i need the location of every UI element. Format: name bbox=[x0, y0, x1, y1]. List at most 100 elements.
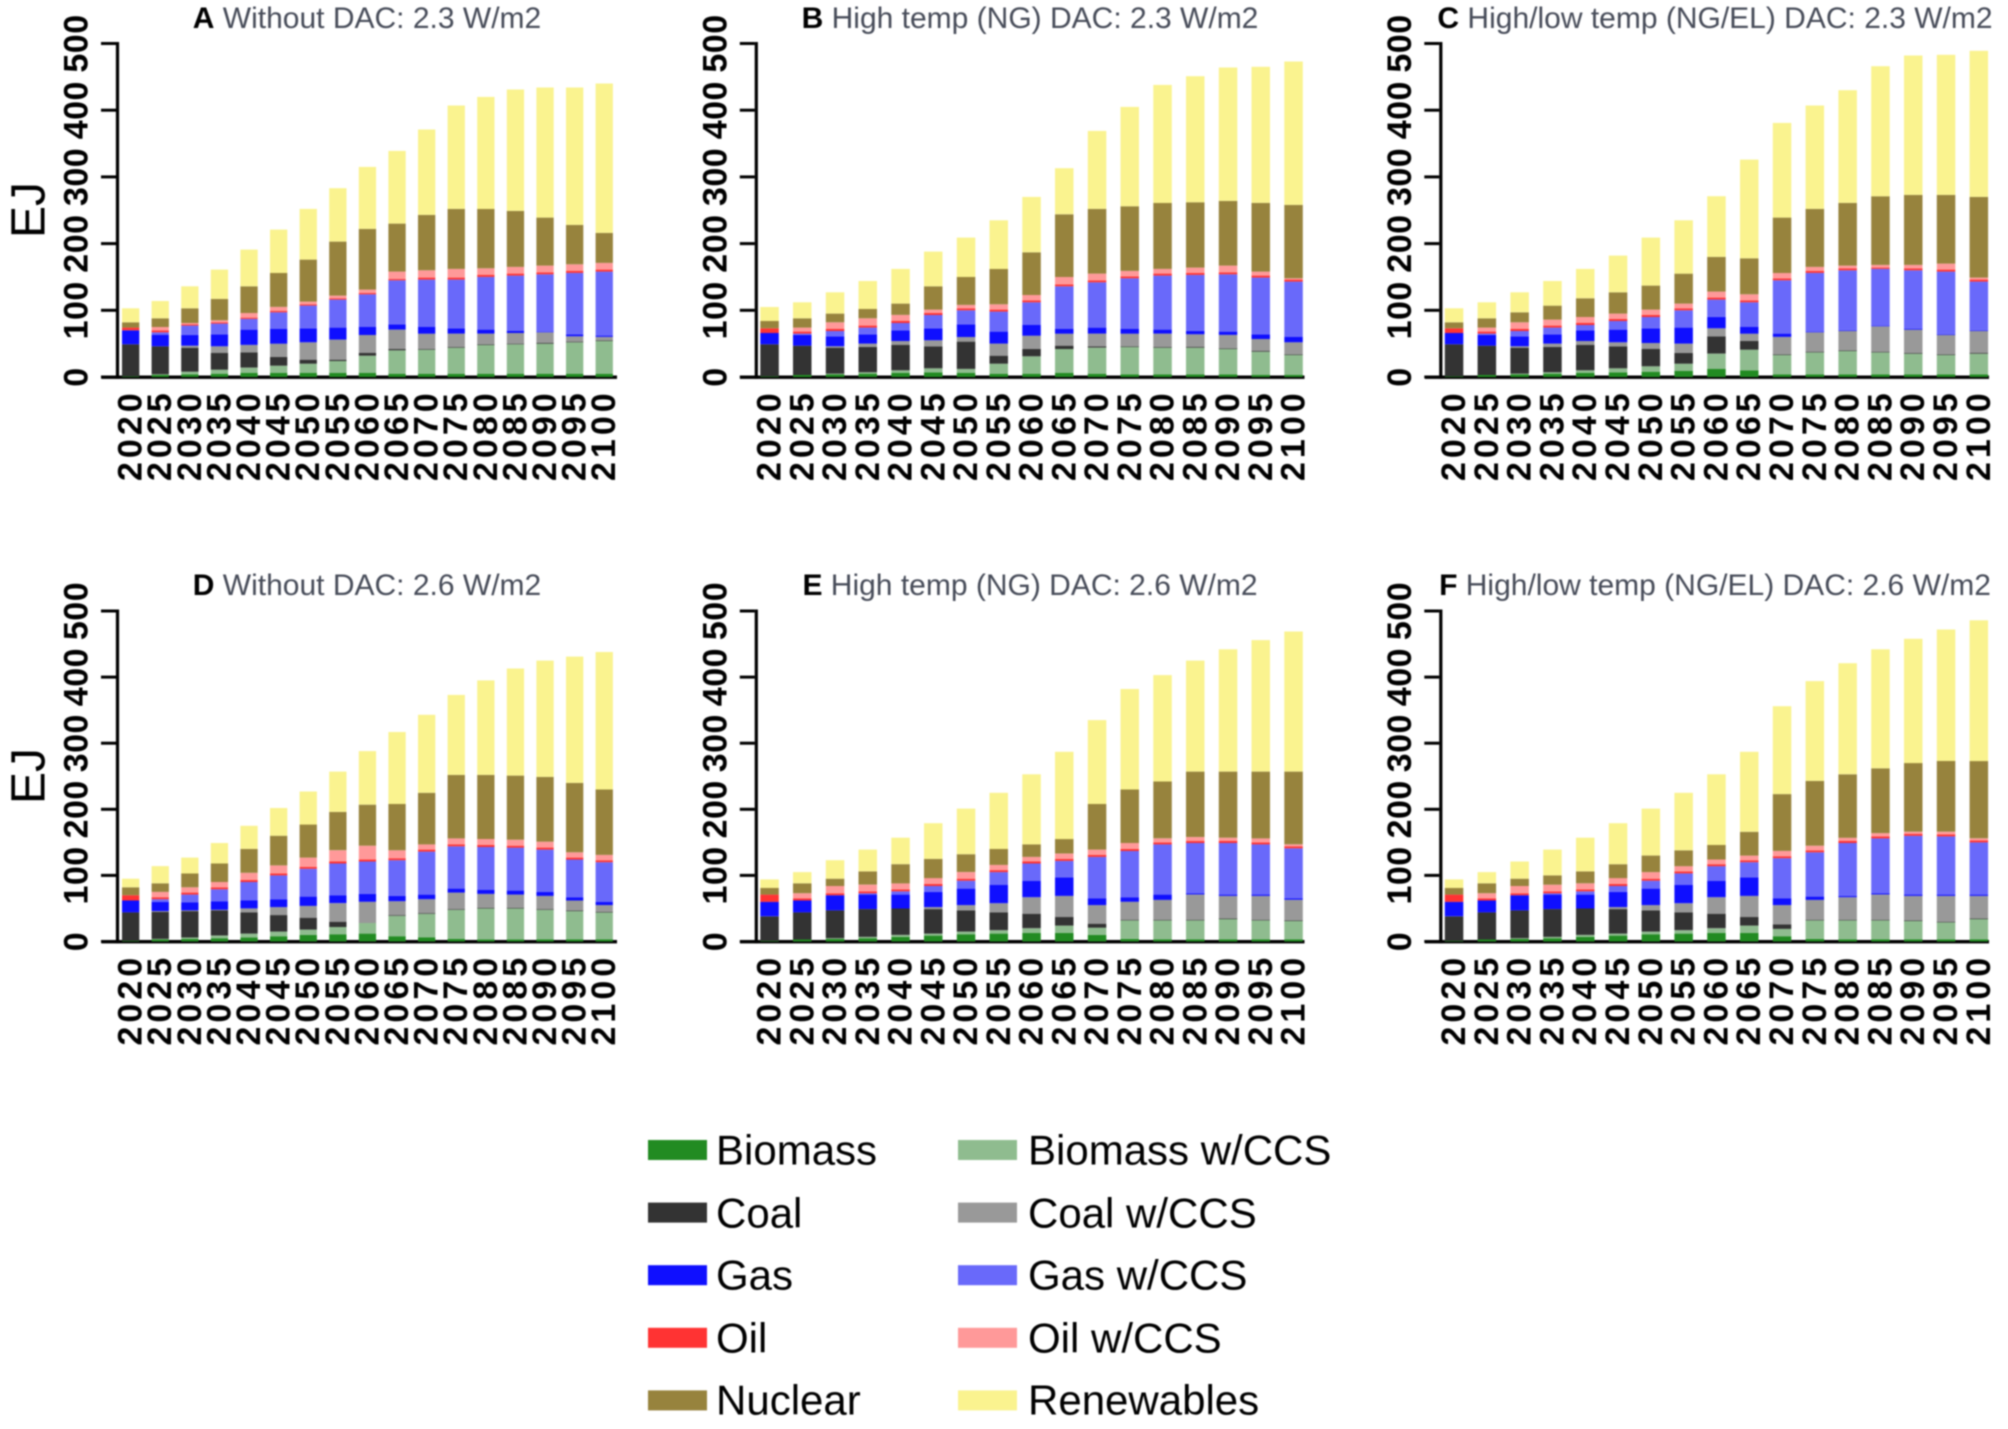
svg-text:Gas w/CCS: Gas w/CCS bbox=[1028, 1252, 1247, 1299]
svg-text:2035: 2035 bbox=[1534, 389, 1572, 481]
svg-text:2100: 2100 bbox=[1275, 389, 1313, 481]
svg-text:2080: 2080 bbox=[1829, 389, 1867, 481]
svg-text:500: 500 bbox=[1381, 14, 1419, 72]
svg-text:2065: 2065 bbox=[378, 954, 416, 1046]
svg-text:0: 0 bbox=[696, 367, 734, 386]
svg-text:2085: 2085 bbox=[1861, 954, 1899, 1046]
svg-text:400: 400 bbox=[58, 648, 96, 706]
svg-text:2080: 2080 bbox=[1144, 389, 1182, 481]
svg-text:2040: 2040 bbox=[1566, 954, 1604, 1046]
svg-text:400: 400 bbox=[1381, 81, 1419, 139]
svg-text:2055: 2055 bbox=[1665, 389, 1703, 481]
svg-text:2095: 2095 bbox=[1927, 954, 1965, 1046]
svg-text:EJ: EJ bbox=[3, 182, 56, 238]
svg-text:300: 300 bbox=[1381, 714, 1419, 772]
svg-text:2020: 2020 bbox=[112, 954, 150, 1046]
svg-text:2070: 2070 bbox=[408, 389, 446, 481]
svg-text:2065: 2065 bbox=[378, 389, 416, 481]
svg-text:0: 0 bbox=[58, 367, 96, 386]
svg-text:2030: 2030 bbox=[1501, 389, 1539, 481]
svg-text:2090: 2090 bbox=[1894, 389, 1932, 481]
svg-text:Coal w/CCS: Coal w/CCS bbox=[1028, 1190, 1257, 1237]
svg-text:A Without DAC: 2.3 W/m2: A Without DAC: 2.3 W/m2 bbox=[193, 2, 541, 35]
svg-text:2060: 2060 bbox=[1013, 954, 1051, 1046]
svg-text:2040: 2040 bbox=[230, 389, 268, 481]
svg-text:Gas: Gas bbox=[716, 1252, 793, 1299]
svg-text:E High temp (NG) DAC: 2.6 W/m2: E High temp (NG) DAC: 2.6 W/m2 bbox=[802, 569, 1257, 602]
svg-text:Oil: Oil bbox=[716, 1315, 767, 1362]
svg-text:2040: 2040 bbox=[882, 389, 920, 481]
svg-text:2085: 2085 bbox=[1176, 954, 1214, 1046]
svg-text:100: 100 bbox=[1381, 281, 1419, 339]
svg-text:2080: 2080 bbox=[467, 954, 505, 1046]
svg-text:2100: 2100 bbox=[1960, 389, 1998, 481]
svg-text:2030: 2030 bbox=[1501, 954, 1539, 1046]
svg-text:D Without DAC: 2.6 W/m2: D Without DAC: 2.6 W/m2 bbox=[193, 569, 541, 602]
svg-text:2080: 2080 bbox=[467, 389, 505, 481]
svg-text:Coal: Coal bbox=[716, 1190, 802, 1237]
svg-text:300: 300 bbox=[58, 714, 96, 772]
svg-text:2065: 2065 bbox=[1045, 954, 1083, 1046]
svg-text:2050: 2050 bbox=[289, 389, 327, 481]
svg-text:2055: 2055 bbox=[980, 389, 1018, 481]
svg-text:200: 200 bbox=[696, 780, 734, 838]
svg-text:Biomass w/CCS: Biomass w/CCS bbox=[1028, 1127, 1331, 1174]
svg-text:0: 0 bbox=[1381, 932, 1419, 951]
svg-text:2025: 2025 bbox=[1468, 954, 1506, 1046]
svg-text:2045: 2045 bbox=[914, 389, 952, 481]
svg-text:2085: 2085 bbox=[497, 954, 535, 1046]
svg-text:2095: 2095 bbox=[1927, 389, 1965, 481]
svg-text:2060: 2060 bbox=[1697, 954, 1735, 1046]
svg-text:2060: 2060 bbox=[348, 389, 386, 481]
svg-text:300: 300 bbox=[58, 148, 96, 206]
svg-text:2100: 2100 bbox=[1960, 954, 1998, 1046]
svg-text:2025: 2025 bbox=[141, 389, 179, 481]
svg-text:100: 100 bbox=[696, 846, 734, 904]
svg-text:2070: 2070 bbox=[408, 954, 446, 1046]
svg-text:2060: 2060 bbox=[348, 954, 386, 1046]
svg-text:2065: 2065 bbox=[1045, 389, 1083, 481]
svg-text:2085: 2085 bbox=[1176, 389, 1214, 481]
svg-text:400: 400 bbox=[58, 81, 96, 139]
svg-text:2070: 2070 bbox=[1078, 954, 1116, 1046]
svg-text:2055: 2055 bbox=[980, 954, 1018, 1046]
svg-text:200: 200 bbox=[696, 214, 734, 272]
svg-text:2035: 2035 bbox=[201, 389, 239, 481]
svg-text:2040: 2040 bbox=[1566, 389, 1604, 481]
svg-text:2090: 2090 bbox=[526, 954, 564, 1046]
svg-text:2040: 2040 bbox=[230, 954, 268, 1046]
svg-text:2035: 2035 bbox=[201, 954, 239, 1046]
svg-text:2075: 2075 bbox=[437, 389, 475, 481]
svg-text:2095: 2095 bbox=[1242, 954, 1280, 1046]
svg-text:100: 100 bbox=[696, 281, 734, 339]
svg-text:2025: 2025 bbox=[1468, 389, 1506, 481]
svg-text:2085: 2085 bbox=[1861, 389, 1899, 481]
svg-text:2080: 2080 bbox=[1144, 954, 1182, 1046]
svg-text:2045: 2045 bbox=[260, 954, 298, 1046]
svg-text:2065: 2065 bbox=[1730, 954, 1768, 1046]
svg-text:B High temp (NG) DAC: 2.3 W/m2: B High temp (NG) DAC: 2.3 W/m2 bbox=[802, 2, 1259, 35]
svg-text:2100: 2100 bbox=[585, 389, 623, 481]
svg-text:2070: 2070 bbox=[1763, 389, 1801, 481]
svg-text:400: 400 bbox=[696, 81, 734, 139]
svg-text:2050: 2050 bbox=[1632, 389, 1670, 481]
svg-text:300: 300 bbox=[696, 714, 734, 772]
svg-text:0: 0 bbox=[58, 932, 96, 951]
svg-text:2030: 2030 bbox=[816, 389, 854, 481]
svg-text:2050: 2050 bbox=[947, 389, 985, 481]
svg-text:500: 500 bbox=[58, 582, 96, 640]
svg-text:Oil w/CCS: Oil w/CCS bbox=[1028, 1315, 1222, 1362]
svg-text:2025: 2025 bbox=[783, 389, 821, 481]
svg-text:2030: 2030 bbox=[816, 954, 854, 1046]
svg-text:2030: 2030 bbox=[171, 389, 209, 481]
svg-text:400: 400 bbox=[1381, 648, 1419, 706]
svg-text:0: 0 bbox=[1381, 367, 1419, 386]
svg-text:2090: 2090 bbox=[1209, 954, 1247, 1046]
svg-text:2085: 2085 bbox=[497, 389, 535, 481]
svg-text:2060: 2060 bbox=[1013, 389, 1051, 481]
svg-text:2020: 2020 bbox=[1435, 389, 1473, 481]
svg-text:2070: 2070 bbox=[1078, 389, 1116, 481]
svg-text:500: 500 bbox=[696, 14, 734, 72]
svg-text:2025: 2025 bbox=[783, 954, 821, 1046]
svg-text:C High/low temp (NG/EL) DAC: 2: C High/low temp (NG/EL) DAC: 2.3 W/m2 bbox=[1437, 2, 1992, 35]
